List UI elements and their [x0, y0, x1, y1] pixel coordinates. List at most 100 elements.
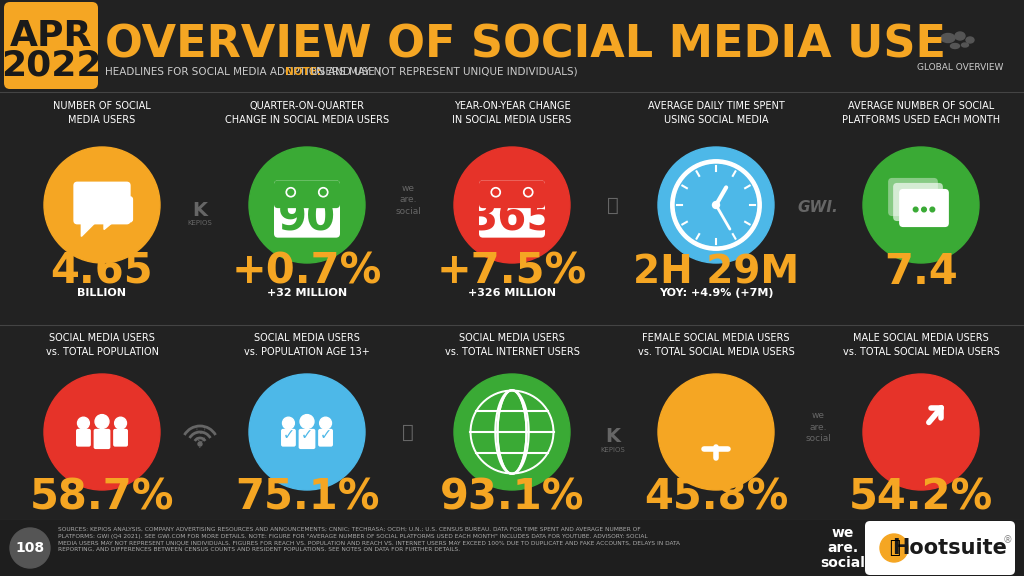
FancyBboxPatch shape: [888, 178, 938, 216]
Circle shape: [321, 190, 326, 195]
Text: KEPIOS: KEPIOS: [601, 447, 626, 453]
FancyBboxPatch shape: [93, 429, 111, 449]
Text: +0.7%: +0.7%: [231, 251, 382, 293]
Circle shape: [78, 417, 89, 429]
Circle shape: [913, 207, 918, 212]
Text: 90: 90: [278, 198, 336, 240]
Text: 4.65: 4.65: [50, 251, 154, 293]
Text: K: K: [605, 427, 621, 446]
Circle shape: [319, 417, 332, 429]
Circle shape: [713, 202, 720, 209]
Circle shape: [525, 190, 531, 195]
Circle shape: [676, 164, 757, 245]
Text: FEMALE SOCIAL MEDIA USERS
vs. TOTAL SOCIAL MEDIA USERS: FEMALE SOCIAL MEDIA USERS vs. TOTAL SOCI…: [638, 334, 795, 357]
FancyBboxPatch shape: [74, 181, 131, 225]
Text: 7.4: 7.4: [884, 251, 957, 293]
Text: Hootsuite: Hootsuite: [893, 538, 1008, 558]
Circle shape: [863, 147, 979, 263]
Text: 2H 29M: 2H 29M: [633, 253, 799, 291]
FancyBboxPatch shape: [274, 180, 340, 238]
Text: we
are.
social: we are. social: [395, 184, 421, 215]
Text: BILLION: BILLION: [78, 288, 127, 298]
Text: ✓: ✓: [319, 427, 332, 442]
Circle shape: [924, 201, 929, 206]
Text: ✓: ✓: [301, 427, 313, 442]
Circle shape: [286, 188, 295, 197]
Circle shape: [492, 188, 501, 197]
Circle shape: [288, 190, 294, 195]
Text: 2022: 2022: [1, 49, 101, 83]
Text: SOCIAL MEDIA USERS
vs. TOTAL INTERNET USERS: SOCIAL MEDIA USERS vs. TOTAL INTERNET US…: [444, 334, 580, 357]
Text: ◌
◡
.: ◌ ◡ .: [196, 423, 205, 450]
Text: SOCIAL MEDIA USERS
vs. POPULATION AGE 13+: SOCIAL MEDIA USERS vs. POPULATION AGE 13…: [244, 334, 370, 357]
FancyBboxPatch shape: [278, 184, 336, 200]
Text: 🦉: 🦉: [889, 539, 899, 557]
Text: 54.2%: 54.2%: [849, 477, 993, 519]
Circle shape: [95, 415, 109, 429]
Text: 58.7%: 58.7%: [30, 477, 174, 519]
Circle shape: [470, 391, 554, 473]
Circle shape: [198, 442, 202, 446]
Text: MALE SOCIAL MEDIA USERS
vs. TOTAL SOCIAL MEDIA USERS: MALE SOCIAL MEDIA USERS vs. TOTAL SOCIAL…: [843, 334, 999, 357]
FancyBboxPatch shape: [4, 2, 98, 89]
Circle shape: [44, 374, 160, 490]
FancyBboxPatch shape: [479, 180, 545, 238]
Circle shape: [493, 190, 499, 195]
Circle shape: [910, 196, 915, 201]
Ellipse shape: [955, 32, 965, 40]
Text: YOY: +4.9% (+7M): YOY: +4.9% (+7M): [658, 288, 773, 298]
Circle shape: [318, 188, 328, 197]
FancyBboxPatch shape: [274, 180, 340, 208]
Ellipse shape: [966, 37, 974, 43]
Text: 45.8%: 45.8%: [644, 477, 788, 519]
Text: we
are.
social: we are. social: [805, 411, 830, 442]
Circle shape: [523, 188, 532, 197]
Text: GLOBAL OVERVIEW: GLOBAL OVERVIEW: [916, 63, 1004, 73]
Text: 365: 365: [468, 198, 556, 240]
Circle shape: [907, 201, 912, 206]
Circle shape: [283, 417, 294, 429]
Text: ✓: ✓: [283, 427, 295, 442]
Text: 🦉: 🦉: [607, 195, 618, 214]
Text: K: K: [193, 200, 208, 219]
Circle shape: [863, 374, 979, 490]
Text: +32 MILLION: +32 MILLION: [267, 288, 347, 298]
Circle shape: [115, 417, 127, 429]
Text: ®: ®: [1004, 535, 1013, 545]
FancyBboxPatch shape: [893, 183, 943, 221]
FancyBboxPatch shape: [318, 429, 333, 446]
Text: AVERAGE DAILY TIME SPENT
USING SOCIAL MEDIA: AVERAGE DAILY TIME SPENT USING SOCIAL ME…: [647, 101, 784, 124]
FancyBboxPatch shape: [281, 429, 296, 446]
FancyBboxPatch shape: [479, 180, 545, 208]
Circle shape: [454, 147, 570, 263]
Polygon shape: [104, 219, 116, 229]
FancyBboxPatch shape: [865, 521, 1015, 575]
Circle shape: [671, 160, 761, 250]
Circle shape: [300, 415, 314, 429]
Circle shape: [658, 374, 774, 490]
Circle shape: [10, 528, 50, 568]
Text: NOTE:: NOTE:: [285, 67, 321, 77]
Text: QUARTER-ON-QUARTER
CHANGE IN SOCIAL MEDIA USERS: QUARTER-ON-QUARTER CHANGE IN SOCIAL MEDI…: [225, 101, 389, 124]
Text: SOURCES: KEPIOS ANALYSIS, COMPANY ADVERTISING RESOURCES AND ANNOUNCEMENTS; CNNIC: SOURCES: KEPIOS ANALYSIS, COMPANY ADVERT…: [58, 527, 680, 552]
Circle shape: [930, 207, 935, 212]
Circle shape: [472, 392, 552, 472]
Text: 🦉: 🦉: [402, 423, 414, 441]
Polygon shape: [81, 221, 97, 236]
Text: NUMBER OF SOCIAL
MEDIA USERS: NUMBER OF SOCIAL MEDIA USERS: [53, 101, 151, 124]
Ellipse shape: [962, 43, 969, 47]
Text: YEAR-ON-YEAR CHANGE
IN SOCIAL MEDIA USERS: YEAR-ON-YEAR CHANGE IN SOCIAL MEDIA USER…: [453, 101, 571, 124]
Circle shape: [44, 147, 160, 263]
Circle shape: [919, 196, 924, 201]
Circle shape: [922, 207, 927, 212]
Circle shape: [902, 196, 907, 201]
Text: 108: 108: [15, 541, 45, 555]
FancyBboxPatch shape: [101, 196, 133, 222]
FancyBboxPatch shape: [76, 429, 91, 446]
FancyBboxPatch shape: [299, 429, 315, 449]
Text: OVERVIEW OF SOCIAL MEDIA USE: OVERVIEW OF SOCIAL MEDIA USE: [105, 24, 946, 66]
Ellipse shape: [941, 33, 955, 43]
Circle shape: [880, 534, 908, 562]
Text: we
are.
social: we are. social: [820, 526, 865, 570]
Text: HEADLINES FOR SOCIAL MEDIA ADOPTION AND USE (: HEADLINES FOR SOCIAL MEDIA ADOPTION AND …: [105, 67, 382, 77]
